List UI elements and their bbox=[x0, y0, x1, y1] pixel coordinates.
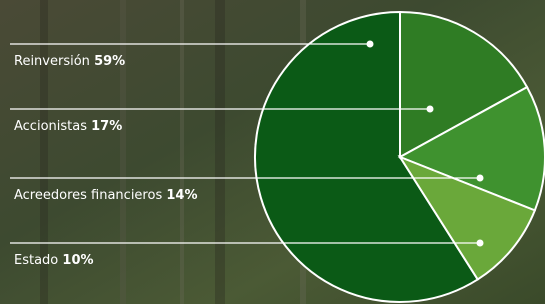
leader-dot bbox=[477, 240, 484, 247]
leader-dot bbox=[367, 41, 374, 48]
slice-label: Accionistas 17% bbox=[14, 119, 122, 134]
category-name: Accionistas bbox=[14, 119, 87, 134]
category-name: Reinversión bbox=[14, 54, 90, 69]
slice-label: Reinversión 59% bbox=[14, 54, 125, 69]
slice-label: Acreedores financieros 14% bbox=[14, 188, 197, 203]
chart: Reinversión 59% Accionistas 17% Acreedores… bbox=[0, 0, 545, 304]
value-label: 59% bbox=[94, 54, 125, 69]
value-label: 14% bbox=[166, 188, 197, 203]
value-label: 17% bbox=[91, 119, 122, 134]
pie bbox=[255, 12, 545, 302]
value-label: 10% bbox=[62, 253, 93, 268]
category-name: Estado bbox=[14, 253, 58, 268]
leader-dot bbox=[427, 106, 434, 113]
leader-dot bbox=[477, 175, 484, 182]
slice-label: Estado 10% bbox=[14, 253, 94, 268]
category-name: Acreedores financieros bbox=[14, 188, 162, 203]
